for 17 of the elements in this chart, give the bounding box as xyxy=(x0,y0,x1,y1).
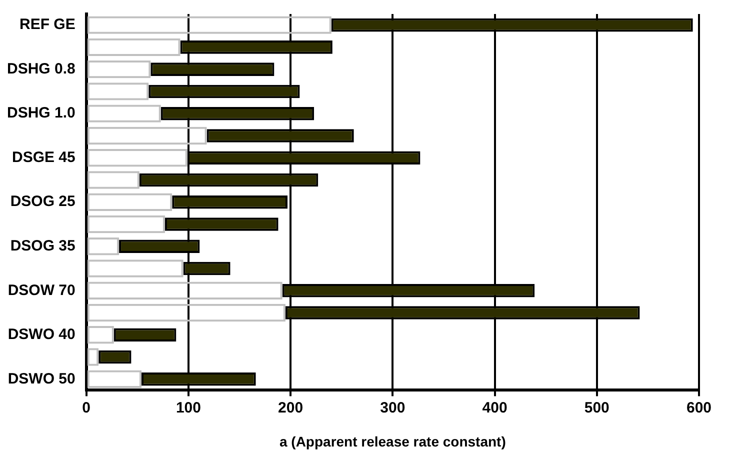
y-tick-label: DSGE 45 xyxy=(12,148,76,166)
y-tick-label: DSWO 40 xyxy=(8,326,76,344)
y-tick-label: DSHG 0.8 xyxy=(7,60,76,78)
y-tick-label: DSHG 1.0 xyxy=(7,104,76,122)
x-tick-label: 0 xyxy=(82,399,91,416)
x-tick-label: 300 xyxy=(380,399,406,416)
y-tick-label: DSOG 25 xyxy=(10,193,76,210)
x-axis-title: a (Apparent release rate constant) xyxy=(279,433,506,450)
y-tick-label: DSOG 35 xyxy=(10,238,76,254)
x-tick-label: 100 xyxy=(176,399,201,416)
x-tick-label: 200 xyxy=(278,399,304,416)
y-tick-label: DSWO 50 xyxy=(8,370,76,388)
x-tick-label: 400 xyxy=(482,399,508,416)
x-tick-label: 600 xyxy=(686,399,712,416)
y-tick-label: DSOW 70 xyxy=(8,282,76,299)
y-tick-label: REF GE xyxy=(20,16,76,34)
x-tick-label: 500 xyxy=(584,399,610,416)
